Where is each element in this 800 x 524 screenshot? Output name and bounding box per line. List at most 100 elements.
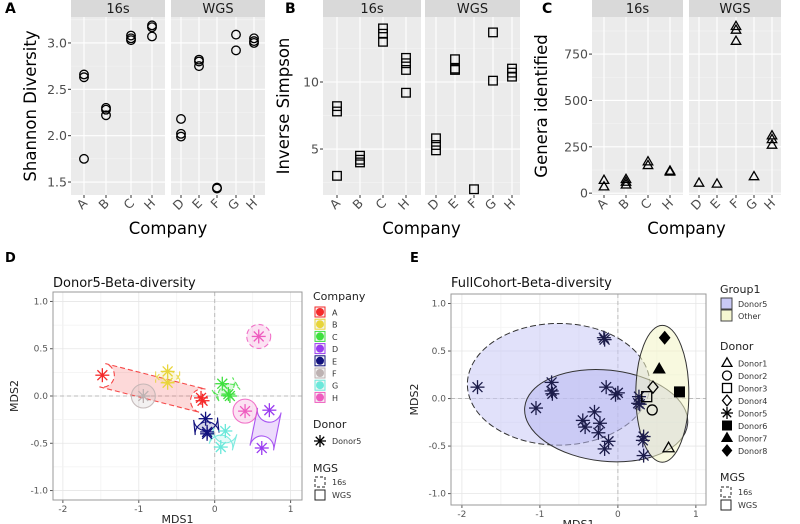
panel-E: E FullCohort-Beta-diversity -2 -1 0 1 -1.0 -0.5… (408, 251, 707, 524)
asterisk-center (318, 439, 322, 443)
plot-background (323, 17, 421, 195)
x-tick-label: D (688, 196, 705, 213)
x-tick-label: E (707, 195, 723, 211)
y-tick-label: -0.5 (428, 442, 446, 452)
y-tick-label: 750 (564, 47, 588, 62)
y-tick-label: 5 (311, 142, 319, 157)
hull-G-WGS (208, 427, 238, 451)
data-point (147, 22, 157, 33)
legend-e: Group1 Donor5 Other Donor Donor1 Donor2 Donor3… (720, 283, 767, 511)
x-axis-title: Company (129, 219, 208, 238)
data-point (231, 45, 241, 56)
y-axis-title: MDS2 (408, 384, 421, 416)
data-point (79, 69, 89, 80)
x-tick-label: F (726, 196, 742, 212)
legend-swatch (316, 308, 324, 316)
legend-label: Donor7 (738, 435, 767, 444)
data-point-G (213, 440, 228, 455)
plot-background (689, 17, 781, 195)
legend-swatch (316, 381, 324, 390)
facet-label: 16s (106, 2, 130, 17)
asterisk-center (219, 445, 223, 449)
asterisk-center (205, 432, 209, 436)
x-tick-label: H (395, 196, 412, 213)
x-tick-label: 0 (615, 510, 621, 520)
x-tick-label: 0 (212, 505, 218, 515)
asterisk-center (642, 453, 646, 458)
x-tick-label: H (501, 196, 518, 213)
data-point (450, 54, 460, 65)
y-tick-label: 0.0 (34, 392, 49, 402)
asterisk-center (583, 425, 587, 429)
data-point-E (198, 411, 213, 426)
data-point (431, 145, 441, 156)
data-point-donor3 (641, 390, 653, 403)
data-point (249, 33, 259, 44)
y-tick-label: -1.0 (428, 490, 446, 500)
x-tick-label: E (189, 195, 205, 211)
x-tick-label: B (615, 196, 632, 213)
legend-swatch (316, 393, 324, 402)
asterisk-center (606, 439, 611, 443)
y-axis-title: Genera identified (532, 34, 551, 177)
data-point (642, 159, 654, 170)
panel-D: D Donor5-Beta-diversity -2 -1 0 1 -1.0 -0.5 0.0 0… (5, 251, 303, 524)
data-point (79, 153, 89, 164)
data-point (766, 138, 778, 149)
x-tick-label: -1 (535, 510, 544, 520)
plot-background (592, 17, 683, 195)
data-point (488, 75, 498, 86)
data-point (231, 29, 241, 40)
data-point (378, 23, 388, 34)
legend-label: Donor5 (332, 437, 361, 446)
x-axis-title: MDS1 (563, 518, 595, 524)
facet-label: 16s (360, 2, 384, 17)
data-point (711, 177, 723, 188)
x-tick-label: D (170, 196, 187, 213)
x-tick-label: G (743, 196, 760, 213)
legend-dashed-key (720, 486, 732, 498)
asterisk-center (228, 394, 232, 398)
legend-title: Donor (313, 418, 347, 431)
data-point (766, 133, 778, 144)
x-tick-label: A (593, 195, 610, 212)
data-point (332, 101, 342, 112)
panel-label: C (542, 1, 552, 17)
y-tick-label: 0.0 (432, 395, 447, 405)
data-point-donor5 (578, 420, 593, 435)
legend-label: Other (738, 312, 761, 321)
legend-filled-square-icon (722, 420, 732, 431)
asterisk-center (223, 429, 227, 433)
legend-filled-triangle-icon (720, 431, 734, 443)
data-point-donor5 (529, 401, 543, 416)
data-point-H (238, 404, 253, 419)
legend-open-circle-icon (721, 370, 733, 381)
asterisk-center (534, 406, 538, 410)
data-point (401, 87, 411, 98)
x-tick-label: A (73, 195, 90, 212)
legend-label: C (332, 333, 338, 342)
data-point-donor2 (646, 404, 658, 416)
x-tick-label: 1 (693, 510, 699, 520)
y-tick-label: 250 (564, 139, 588, 154)
plot-border (52, 291, 303, 501)
y-tick-label: 0 (580, 186, 588, 201)
x-tick-label: E (445, 195, 461, 211)
asterisk-center (613, 393, 618, 397)
data-point-donor5 (592, 416, 607, 431)
data-point (176, 131, 186, 142)
legend-label: WGS (332, 491, 351, 500)
data-point-donor5 (608, 387, 623, 402)
data-point (401, 58, 411, 69)
data-point (431, 133, 441, 144)
hull-C-16s (211, 377, 241, 403)
data-point-donor6 (673, 386, 685, 398)
asterisk-center (598, 421, 602, 425)
y-axis-title: Shannon Diversity (21, 30, 40, 181)
x-tick-label: H (761, 196, 778, 213)
facet-strip (71, 0, 165, 17)
data-point (598, 173, 610, 185)
data-point (212, 183, 222, 194)
y-axis-title: MDS2 (8, 380, 21, 412)
